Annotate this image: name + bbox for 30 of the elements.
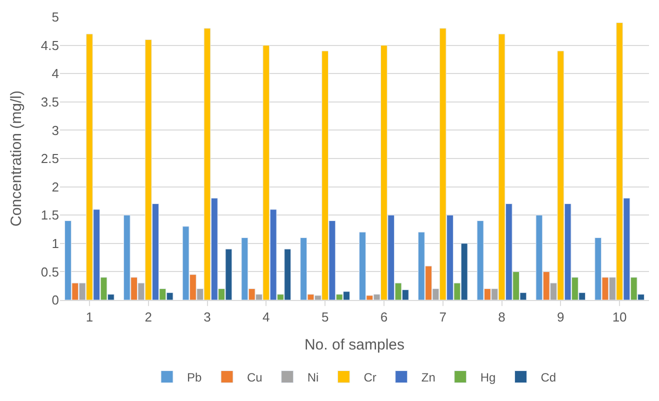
y-tick-label: 1 (52, 236, 59, 251)
legend-label: Ni (307, 370, 319, 384)
x-tick-label: 8 (498, 310, 506, 325)
y-tick-label: 0 (52, 292, 59, 308)
x-tick-label: 10 (612, 310, 627, 325)
legend-label: Zn (421, 370, 436, 384)
x-tick-label: 2 (144, 310, 152, 325)
legend-label: Cu (247, 370, 262, 384)
legend-label: Hg (480, 370, 496, 384)
x-tick-label: 3 (204, 310, 211, 325)
legend-label: Pb (187, 370, 202, 384)
x-tick-label: 5 (321, 310, 329, 325)
x-tick-label: 1 (86, 310, 94, 325)
y-tick-label: 4.5 (40, 38, 59, 53)
x-tick-label: 6 (380, 310, 388, 325)
y-tick-label: 2.5 (40, 151, 59, 166)
y-axis-title: Concentration (mg/l) (8, 90, 26, 226)
x-axis-title: No. of samples (304, 336, 405, 354)
y-tick-label: 5 (52, 10, 59, 25)
legend-label: Cd (540, 370, 556, 384)
x-tick-label: 4 (262, 310, 270, 325)
y-tick-label: 1.5 (40, 208, 59, 223)
y-tick-label: 2 (52, 179, 59, 194)
y-tick-label: 3 (52, 122, 59, 138)
y-tick-label: 0.5 (40, 264, 59, 280)
x-tick-label: 9 (557, 310, 564, 325)
y-tick-label: 3.5 (40, 94, 59, 110)
legend-label: Cr (364, 370, 376, 384)
y-tick-label: 4 (52, 66, 59, 82)
x-tick-label: 7 (439, 310, 446, 325)
